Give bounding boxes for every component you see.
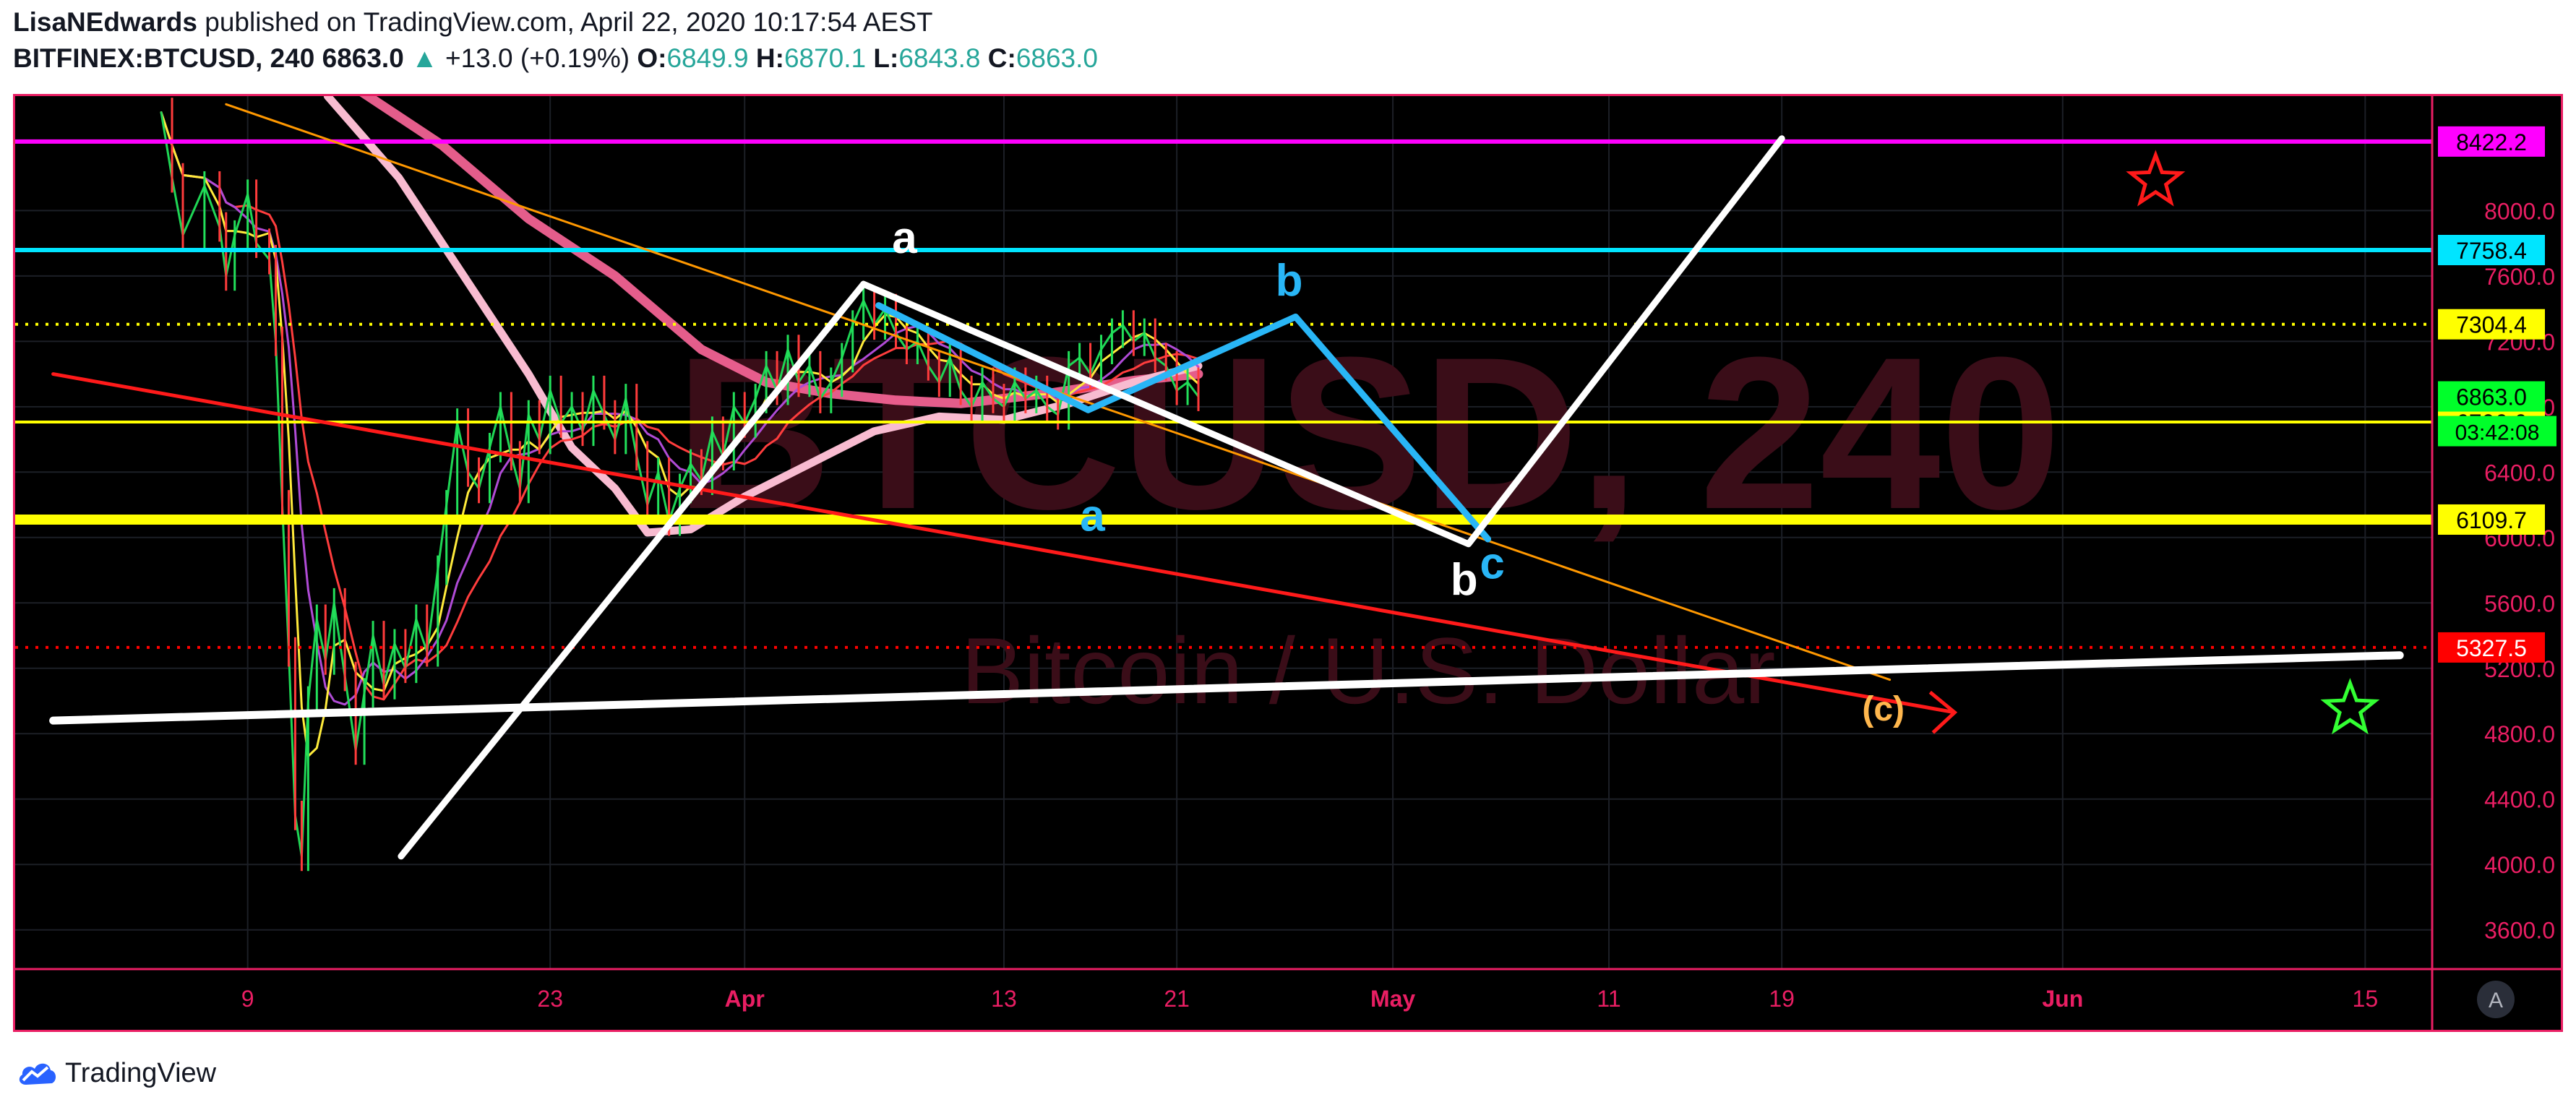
price-axis-tick: 4800.0 — [2484, 721, 2555, 747]
time-axis-tick: 23 — [537, 986, 563, 1012]
last-price: 6863.0 — [322, 43, 404, 73]
price-axis-tick: 4400.0 — [2484, 787, 2555, 813]
level-price-label: 7304.4 — [2456, 312, 2527, 338]
symbol-name[interactable]: BITFINEX:BTCUSD, 240 — [13, 43, 315, 73]
time-axis-tick: 13 — [991, 986, 1017, 1012]
tradingview-brand[interactable]: TradingView — [16, 1051, 216, 1095]
level-price-label: 7758.4 — [2456, 238, 2527, 264]
star-icon — [2126, 150, 2186, 207]
level-price-label: 5327.5 — [2456, 635, 2527, 661]
high-value: 6870.1 — [783, 43, 867, 73]
price-axis-tick: 8000.0 — [2484, 198, 2555, 224]
price-series-line — [160, 111, 1200, 858]
red-trendline — [51, 372, 1957, 715]
published-text: published on TradingView.com, April 22, … — [205, 7, 933, 37]
time-axis-tick: 19 — [1769, 986, 1795, 1012]
close-label: C: — [987, 43, 1016, 73]
wave-label: a — [1080, 491, 1105, 541]
level-price-label-bg — [2438, 235, 2545, 266]
level-price-label: 8422.2 — [2456, 129, 2527, 155]
last-price-label-bg — [2438, 381, 2545, 412]
low-value: 6843.8 — [898, 43, 981, 73]
wave-label: (c) — [1862, 690, 1905, 728]
price-axis-tick: 6400.0 — [2484, 460, 2555, 486]
open-value: 6849.9 — [666, 43, 749, 73]
time-axis-tick: May — [1370, 986, 1415, 1012]
wave-label: b — [1451, 555, 1478, 605]
watermark-sub: Bitcoin / U.S. Dollar — [961, 618, 1775, 723]
price-change: +13.0 (+0.19%) — [445, 43, 630, 73]
time-axis-tick: 9 — [241, 986, 254, 1012]
level-price-label: 6109.7 — [2456, 507, 2527, 533]
countdown-label: 03:42:08 — [2455, 421, 2540, 445]
wave-label: b — [1276, 256, 1303, 306]
red-arrow-head — [1928, 690, 1958, 734]
white-support-line — [49, 651, 2404, 725]
price-axis-tick: 3600.0 — [2484, 918, 2555, 944]
open-label: O: — [637, 43, 667, 73]
level-price-label-bg — [2438, 309, 2545, 340]
price-axis-tick: 5600.0 — [2484, 590, 2555, 616]
time-axis-tick: Apr — [725, 986, 765, 1012]
star-icon — [2320, 678, 2380, 735]
time-axis-tick: 15 — [2353, 986, 2379, 1012]
level-price-label-bg — [2438, 504, 2545, 535]
symbol-info: BITFINEX:BTCUSD, 240 6863.0 ▲ +13.0 (+0.… — [13, 43, 1098, 74]
low-label: L: — [873, 43, 899, 73]
ma-red-line — [160, 111, 1200, 701]
last-price-label: 6863.0 — [2456, 384, 2527, 410]
close-value: 6863.0 — [1016, 43, 1098, 73]
change-arrow-icon: ▲ — [411, 43, 438, 73]
auto-scale-button — [2477, 981, 2515, 1018]
high-label: H: — [755, 43, 784, 73]
wave-label: c — [1480, 538, 1504, 588]
wave-blue-path — [875, 302, 1492, 543]
time-axis-tick: 11 — [1597, 986, 1620, 1012]
tradingview-cloud-icon — [19, 1063, 56, 1085]
price-axis-tick: 7600.0 — [2484, 264, 2555, 290]
level-price-label-bg — [2438, 632, 2545, 663]
author-name[interactable]: LisaNEdwards — [13, 7, 197, 37]
level-price-label-bg — [2438, 126, 2545, 157]
publish-info: LisaNEdwards published on TradingView.co… — [13, 7, 933, 38]
time-axis-tick: Jun — [2042, 986, 2083, 1012]
chart-panel[interactable]: BTCUSD, 240 Bitcoin / U.S. Dollar a b a b c (c)… — [13, 94, 2563, 1032]
countdown-bg — [2438, 416, 2556, 447]
wave-white-path — [398, 135, 1785, 860]
auto-scale-label: A — [2489, 989, 2503, 1012]
wave-label: a — [892, 213, 917, 263]
time-axis-tick: 21 — [1164, 986, 1190, 1012]
brand-name: TradingView — [65, 1057, 217, 1088]
ma-yellow-line — [160, 111, 1200, 757]
price-axis-tick: 4000.0 — [2484, 852, 2555, 878]
